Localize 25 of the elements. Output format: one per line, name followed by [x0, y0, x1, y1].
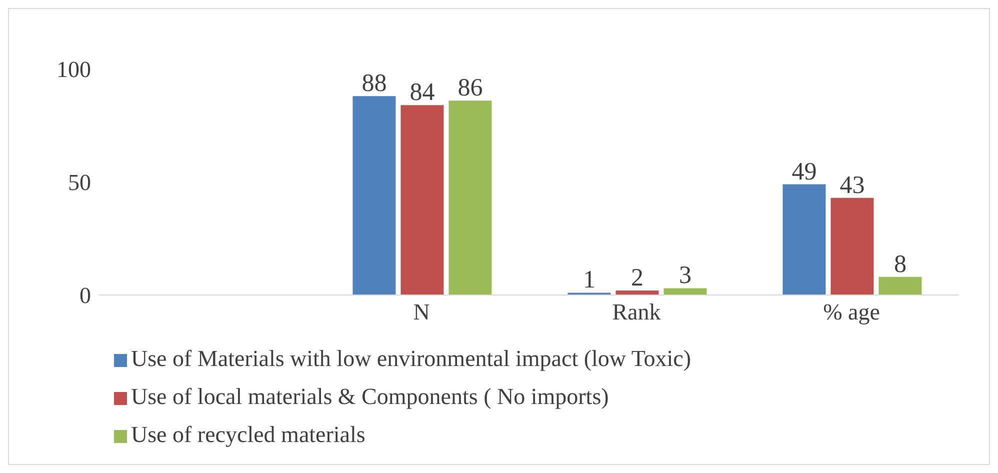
y-tick-label: 100: [56, 57, 91, 82]
legend-label: Use of Materials with low environmental impact (low Toxic): [131, 346, 692, 371]
data-label: 84: [410, 79, 436, 106]
bar: [448, 100, 492, 295]
data-label: 49: [792, 158, 817, 186]
bar: [782, 184, 826, 295]
bar: [664, 288, 707, 295]
bar: [878, 276, 922, 295]
x-tick-label: N: [413, 299, 430, 324]
data-label: 3: [678, 262, 692, 290]
data-label: 8: [894, 250, 906, 278]
y-tick-label: 0: [80, 283, 91, 308]
data-label: 86: [458, 74, 483, 102]
data-label: 43: [840, 172, 865, 199]
x-tick-label: % age: [823, 299, 880, 324]
x-tick-label: Rank: [612, 299, 662, 324]
bar: [400, 105, 444, 295]
legend-label: Use of local materials & Components ( No imports): [131, 384, 609, 409]
data-label: 1: [582, 266, 596, 294]
y-tick-label: 50: [68, 170, 91, 196]
data-label: 2: [630, 264, 644, 292]
data-label: 88: [362, 70, 387, 98]
bar: [352, 96, 396, 295]
bar: [830, 198, 874, 295]
legend-label: Use of recycled materials: [131, 422, 366, 447]
